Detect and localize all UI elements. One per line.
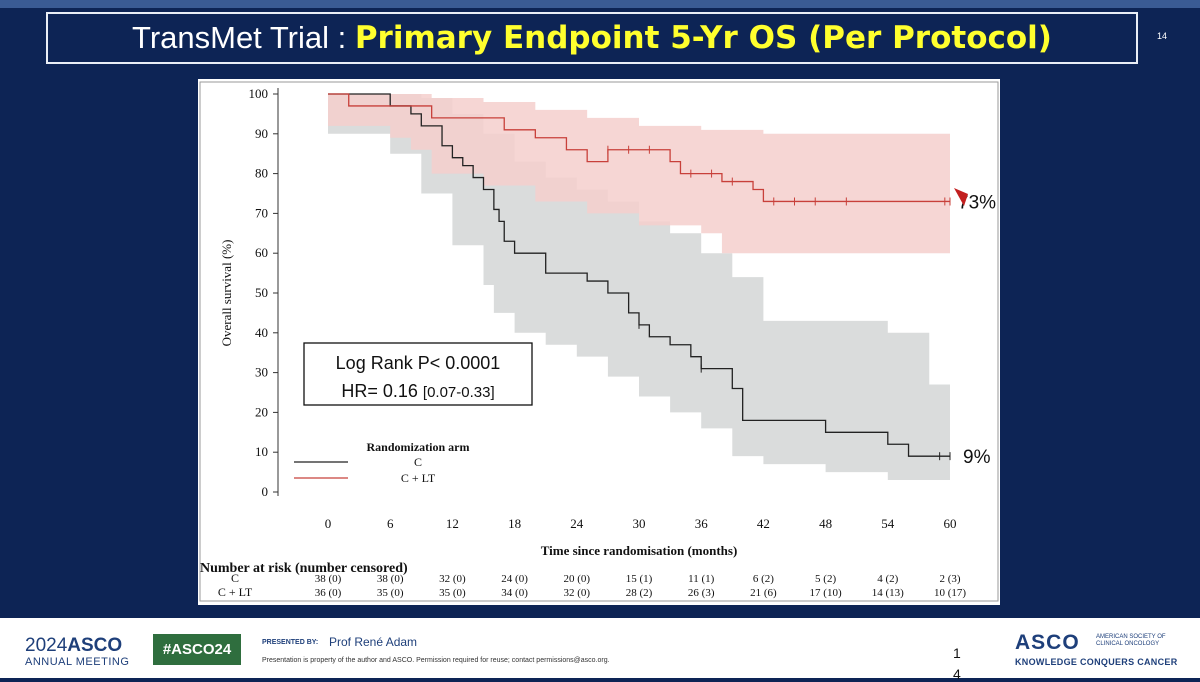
stats-box xyxy=(303,342,533,406)
slide-title: TransMet Trial : Primary Endpoint 5-Yr O… xyxy=(46,12,1138,64)
risk-cell: 24 (0) xyxy=(501,573,528,585)
end-label-c-lt: 73% xyxy=(958,192,996,213)
legend-title: Randomization arm xyxy=(367,440,470,454)
y-tick-label: 100 xyxy=(249,86,269,101)
risk-cell: 2 (3) xyxy=(939,573,960,585)
x-tick-label: 36 xyxy=(695,516,709,531)
slide-title-prefix: TransMet Trial : xyxy=(132,20,355,55)
x-tick-label: 42 xyxy=(757,516,770,531)
risk-cell: 11 (1) xyxy=(688,573,715,585)
slide-title-highlight: Primary Endpoint 5-Yr OS (Per Protocol) xyxy=(354,20,1052,56)
pointer-cursor-icon xyxy=(954,188,968,206)
km-curve-0 xyxy=(328,93,950,457)
stats-hr: HR= 0.16 [0.07-0.33] xyxy=(341,381,494,401)
asco-society-line-1: AMERICAN SOCIETY OF xyxy=(1096,634,1166,640)
risk-cell: 38 (0) xyxy=(377,573,404,585)
risk-cell: 5 (2) xyxy=(815,573,836,585)
risk-table-header: Number at risk (number censored) xyxy=(200,561,408,576)
risk-cell: 36 (0) xyxy=(315,587,342,599)
x-tick-label: 60 xyxy=(944,516,957,531)
x-tick-label: 18 xyxy=(508,516,521,531)
stats-logrank: Log Rank P< 0.0001 xyxy=(336,353,501,373)
x-tick-label: 6 xyxy=(387,516,394,531)
risk-cell: 17 (10) xyxy=(810,587,842,599)
risk-cell: 26 (3) xyxy=(688,587,715,599)
asco-meeting-logo: 2024ASCO xyxy=(25,635,122,657)
hashtag-badge: #ASCO24 xyxy=(153,634,241,665)
legend-label-0: C xyxy=(414,455,422,469)
asco-meeting-name: ASCO xyxy=(67,635,123,656)
risk-cell: 35 (0) xyxy=(377,587,404,599)
km-chart-panel: 0 10 20 30 40 50 60 70 80 90 100 Overall survival (… xyxy=(198,79,1000,605)
stats-hr-value: HR= 0.16 xyxy=(341,381,423,401)
asco-tagline: KNOWLEDGE CONQUERS CANCER xyxy=(1015,657,1178,667)
asco-meeting-year: 2024 xyxy=(25,635,68,656)
y-tick-label: 0 xyxy=(262,484,269,499)
page-indicator-1: 1 xyxy=(953,645,961,661)
x-tick-label: 0 xyxy=(325,516,332,531)
y-tick-label: 70 xyxy=(255,205,268,220)
y-tick-label: 20 xyxy=(255,404,268,419)
asco-society-line-2: CLINICAL ONCOLOGY xyxy=(1096,641,1160,647)
y-tick-label: 60 xyxy=(255,245,268,260)
risk-cell: 34 (0) xyxy=(501,587,528,599)
page-indicator-2: 4 xyxy=(953,666,961,682)
risk-cell: 32 (0) xyxy=(439,573,466,585)
ci-band-1 xyxy=(328,94,950,254)
y-tick-label: 50 xyxy=(255,285,268,300)
x-tick-label: 12 xyxy=(446,516,459,531)
risk-cell: 32 (0) xyxy=(564,587,591,599)
presenter-name: Prof René Adam xyxy=(329,635,418,649)
risk-cell: 38 (0) xyxy=(315,573,342,585)
y-tick-label: 30 xyxy=(255,365,268,380)
risk-cell: 35 (0) xyxy=(439,587,466,599)
asco-logo: ASCO xyxy=(1015,631,1080,654)
x-tick-label: 24 xyxy=(570,516,584,531)
top-accent-bar xyxy=(0,0,1200,8)
x-tick-label: 48 xyxy=(819,516,832,531)
risk-cell: 15 (1) xyxy=(626,573,653,585)
stats-hr-ci: [0.07-0.33] xyxy=(423,384,495,401)
risk-cell: 21 (6) xyxy=(750,587,777,599)
end-label-c: 9% xyxy=(963,447,991,468)
ci-band-0 xyxy=(328,94,950,481)
risk-cell: 14 (13) xyxy=(872,587,904,599)
risk-cell: 6 (2) xyxy=(753,573,774,585)
legend-label-1: C + LT xyxy=(401,471,436,485)
presented-by-label: PRESENTED BY: xyxy=(262,639,319,646)
x-axis-label: Time since randomisation (months) xyxy=(541,543,738,558)
x-tick-label: 30 xyxy=(633,516,646,531)
y-axis-label: Overall survival (%) xyxy=(219,240,234,347)
asco-society-name: AMERICAN SOCIETY OF CLINICAL ONCOLOGY xyxy=(1096,634,1186,648)
annual-meeting-label: ANNUAL MEETING xyxy=(25,656,130,668)
y-tick-label: 90 xyxy=(255,126,268,141)
risk-row-label: C + LT xyxy=(218,585,253,599)
y-tick-label: 80 xyxy=(255,166,268,181)
x-tick-label: 54 xyxy=(881,516,895,531)
risk-cell: 28 (2) xyxy=(626,587,653,599)
y-tick-label: 40 xyxy=(255,325,268,340)
risk-row-label: C xyxy=(231,571,239,585)
risk-cell: 20 (0) xyxy=(564,573,591,585)
chart-frame xyxy=(199,81,999,602)
disclaimer-text: Presentation is property of the author a… xyxy=(262,657,610,664)
km-curve-1 xyxy=(328,93,950,203)
slide-number: 14 xyxy=(1157,31,1168,41)
risk-cell: 10 (17) xyxy=(934,587,966,599)
risk-cell: 4 (2) xyxy=(877,573,898,585)
y-tick-label: 10 xyxy=(255,444,268,459)
